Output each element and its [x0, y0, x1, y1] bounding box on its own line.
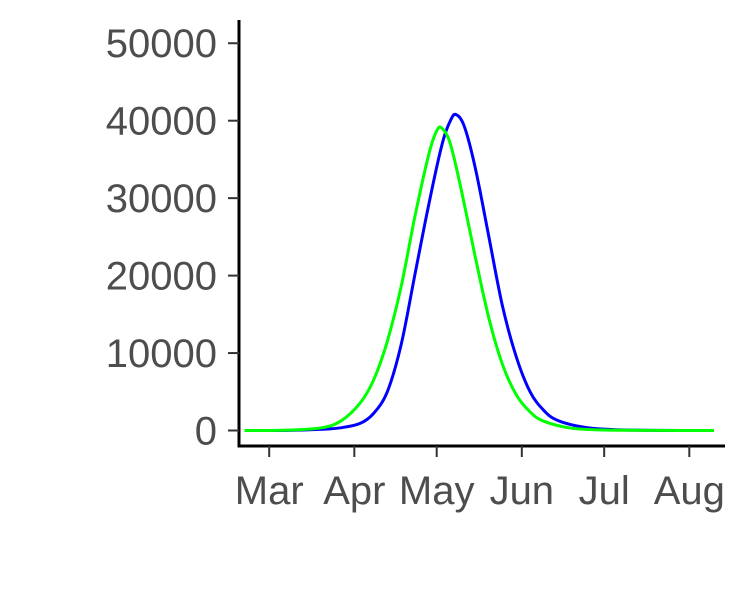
y-tick-label: 0: [195, 410, 217, 454]
x-tick-label: Jun: [490, 469, 555, 513]
y-tick-label: 20000: [106, 255, 217, 299]
x-tick-label: Apr: [323, 469, 385, 513]
series-line-2: [244, 125, 715, 433]
series-line-1: [244, 112, 715, 432]
y-tick-label: 30000: [106, 177, 217, 221]
y-tick-label: 10000: [106, 332, 217, 376]
y-tick-label: 40000: [106, 100, 217, 144]
y-tick-label: 50000: [106, 22, 217, 66]
x-tick-label: Aug: [654, 469, 725, 513]
y-ticks: 0 10000 20000 30000 40000 50000: [106, 22, 239, 454]
x-tick-label: Mar: [235, 469, 304, 513]
x-tick-label: Jul: [579, 469, 630, 513]
x-ticks: Mar Apr May Jun Jul Aug: [235, 446, 725, 513]
x-tick-label: May: [399, 469, 475, 513]
plot-lines: [244, 112, 715, 433]
